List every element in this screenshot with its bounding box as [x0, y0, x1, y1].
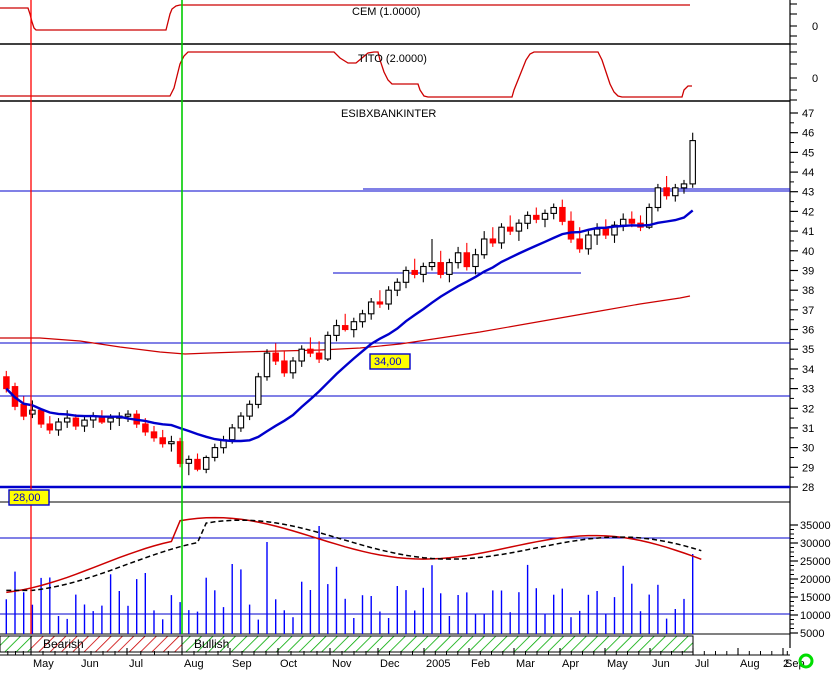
price-panel-title: ESIBXBANKINTER	[341, 108, 436, 120]
price-axis-tick-label: 35	[802, 344, 814, 356]
price-axis-tick-label: 40	[802, 246, 814, 258]
cem-panel-title: CEM (1.0000)	[352, 6, 420, 18]
regime-segment-label: Bullish	[194, 637, 229, 651]
price-long-moving-average	[0, 295, 691, 355]
date-axis-tick-label: Mar	[516, 658, 535, 670]
date-axis-tick-label: Jun	[81, 658, 99, 670]
volume-bar-series[interactable]	[5, 526, 694, 634]
date-axis-tick-label: May	[607, 658, 628, 670]
price-axis-tick-label: 42	[802, 206, 814, 218]
price-tag-group[interactable]: 34,00 28,00	[8, 353, 411, 506]
price-axis-tick-label: 32	[802, 403, 814, 415]
date-axis-tick-label: Jul	[695, 658, 709, 670]
volume-axis-tick-label: 35000	[800, 520, 831, 532]
volume-axis-tick-label: 15000	[800, 592, 831, 604]
regime-bar[interactable]: Bearish Bullish	[0, 635, 694, 653]
date-axis-tick-label: Sep	[232, 658, 252, 670]
indicator-panel-cem[interactable]: CEM (1.0000)	[0, 4, 690, 31]
price-axis-tick-label: 31	[802, 423, 814, 435]
indicator-panel-tito[interactable]: TITO (2.0000)	[0, 51, 692, 98]
date-axis-tick-label: Dec	[380, 658, 400, 670]
volume-axis-tick-label: 20000	[800, 574, 831, 586]
volume-axis[interactable]: 35000 30000 25000 20000 15000 10000 5000	[790, 520, 831, 640]
moving-average-line	[5, 209, 694, 443]
date-axis[interactable]: May Jun Jul Aug Sep Oct Nov Dec 2005 Feb Mar Apr May…	[0, 648, 805, 670]
date-axis-tick-label: 2	[783, 658, 789, 670]
price-axis-tick-label: 39	[802, 266, 814, 278]
date-axis-tick-label: May	[33, 658, 54, 670]
date-axis-tick-label: Aug	[184, 658, 204, 670]
date-axis-tick-label: Apr	[562, 658, 579, 670]
date-axis-tick-label: Oct	[280, 658, 297, 670]
panel-dividers	[0, 0, 791, 648]
regime-segment-label: Bearish	[43, 637, 84, 651]
price-axis-tick-label: 47	[802, 108, 814, 120]
price-tag-label: 34,00	[374, 356, 402, 368]
date-axis-tick-label: Aug	[740, 658, 760, 670]
candlestick-series[interactable]	[3, 132, 696, 476]
price-axis-tick-label: 44	[802, 167, 814, 179]
price-axis-tick-label: 36	[802, 325, 814, 337]
volume-axis-tick-label: 10000	[800, 610, 831, 622]
price-axis[interactable]: 47 46 45 44 43 42 41 40 39 38 37 36 35 34 33 32 31 30 29 28	[790, 108, 814, 494]
price-axis-tick-label: 45	[802, 147, 814, 159]
price-axis-tick-label: 30	[802, 443, 814, 455]
indicator-axis[interactable]: 00	[790, 3, 818, 101]
price-axis-tick-label: 37	[802, 305, 814, 317]
volume-axis-tick-label: 30000	[800, 538, 831, 550]
volume-axis-tick-label: 5000	[800, 628, 824, 640]
price-axis-tick-label: 43	[802, 187, 814, 199]
status-circle-icon[interactable]	[798, 653, 814, 669]
oscillator-line	[6, 516, 702, 594]
date-axis-tick-label: Feb	[471, 658, 490, 670]
date-axis-tick-label: Jul	[129, 658, 143, 670]
date-axis-tick-label: Nov	[332, 658, 352, 670]
price-axis-tick-label: 28	[802, 482, 814, 494]
indicator-axis-tick-label: 0	[812, 21, 818, 33]
date-axis-tick-label: 2005	[426, 658, 450, 670]
oscillator-signal-line	[6, 519, 702, 592]
price-axis-tick-label: 33	[802, 384, 814, 396]
price-level-lines[interactable]	[0, 188, 790, 489]
indicator-axis-tick-label: 0	[812, 73, 818, 85]
price-axis-tick-label: 41	[802, 226, 814, 238]
volume-axis-tick-label: 25000	[800, 556, 831, 568]
tito-panel-title: TITO (2.0000)	[358, 53, 427, 65]
price-axis-tick-label: 29	[802, 462, 814, 474]
date-axis-tick-label: Jun	[652, 658, 670, 670]
price-tag-label: 28,00	[13, 492, 41, 504]
price-axis-tick-label: 34	[802, 364, 814, 376]
price-axis-tick-label: 38	[802, 285, 814, 297]
price-axis-tick-label: 46	[802, 128, 814, 140]
